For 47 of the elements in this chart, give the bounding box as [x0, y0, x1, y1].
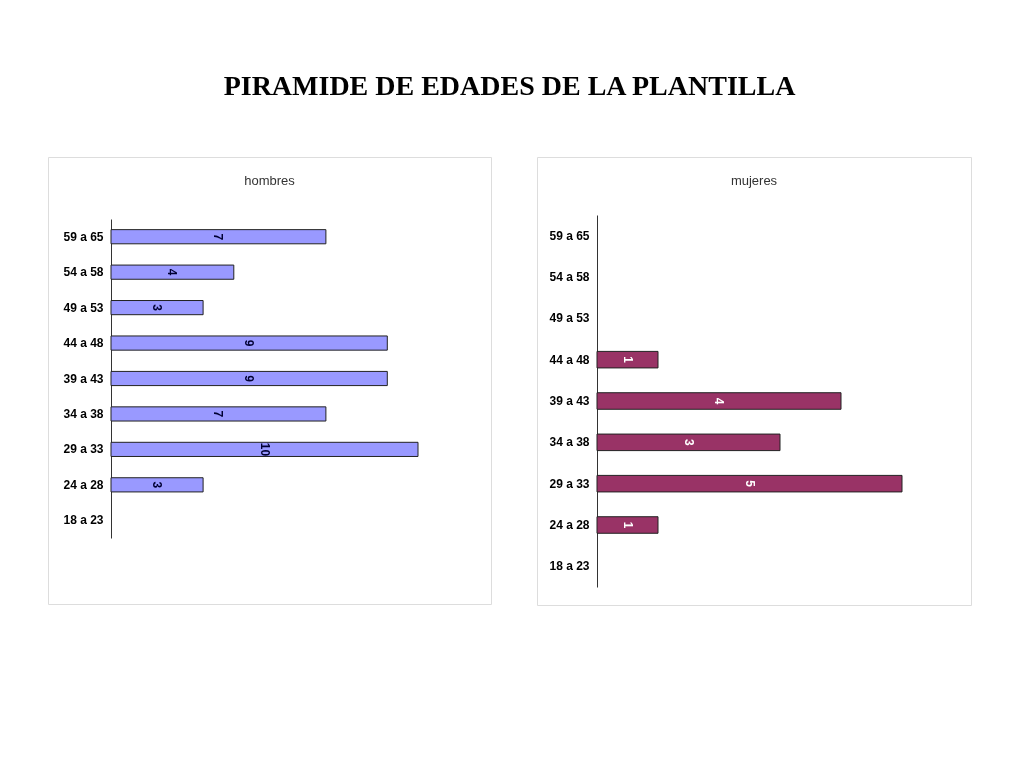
bar [110, 335, 388, 351]
y-tick-label: 24 a 28 [63, 477, 104, 492]
data-label: 3 [681, 438, 696, 446]
y-tick-label: 39 a 43 [549, 394, 590, 408]
bar [110, 441, 419, 457]
y-tick-label: 49 a 53 [549, 311, 590, 326]
data-label: 1 [620, 521, 635, 529]
data-label: 4 [712, 397, 726, 405]
bar [110, 406, 327, 422]
y-tick-label: 44 a 48 [549, 352, 590, 367]
data-label: 9 [242, 375, 257, 383]
y-tick-label: 29 a 33 [549, 476, 590, 491]
bar [110, 477, 204, 493]
bar [596, 474, 903, 493]
y-tick-label: 54 a 58 [549, 270, 590, 284]
y-tick-label: 18 a 23 [63, 513, 104, 528]
data-label: 1 [620, 356, 635, 364]
y-tick-label: 34 a 38 [549, 435, 590, 450]
bar [596, 516, 659, 534]
data-label: 7 [211, 233, 226, 241]
bar [110, 300, 204, 316]
bar [110, 370, 388, 387]
y-tick-label: 59 a 65 [549, 228, 590, 243]
data-label: 7 [211, 410, 226, 418]
chart-title: hombres [244, 173, 296, 188]
y-tick-label: 44 a 48 [63, 336, 104, 351]
y-tick-label: 29 a 33 [63, 442, 104, 457]
data-label: 4 [165, 268, 180, 276]
y-tick-label: 54 a 58 [63, 265, 104, 280]
y-tick-label: 24 a 28 [549, 518, 590, 532]
y-tick-label: 34 a 38 [63, 406, 104, 421]
data-label: 5 [742, 480, 757, 488]
data-label: 10 [257, 442, 272, 457]
y-tick-label: 59 a 65 [63, 229, 104, 244]
data-label: 9 [242, 339, 257, 347]
text: PIRAMIDE DE EDADES DE LA PLANTILLA [223, 69, 797, 101]
data-label: 3 [150, 481, 165, 489]
y-tick-label: 39 a 43 [63, 371, 104, 386]
y-tick-label: 49 a 53 [63, 300, 104, 315]
data-label: 3 [150, 304, 165, 312]
y-tick-label: 18 a 23 [549, 559, 590, 574]
bar [596, 350, 659, 369]
bar [596, 433, 781, 452]
bar [110, 229, 327, 245]
chart-title: mujeres [730, 173, 778, 188]
bar [596, 392, 842, 410]
bar [110, 264, 235, 280]
